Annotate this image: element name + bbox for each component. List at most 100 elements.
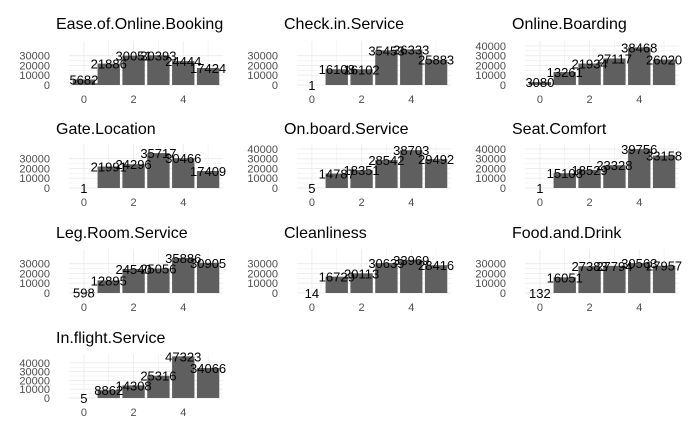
y-tick-label: 20000 (19, 163, 50, 175)
y-tick-label: 10000 (19, 278, 50, 290)
bar-value-label: 26020 (646, 53, 682, 68)
x-tick-label: 0 (309, 302, 315, 314)
bar-value-label: 3080 (525, 75, 554, 90)
bar-value-label: 28542 (368, 153, 404, 168)
x-tick-label: 4 (636, 197, 642, 209)
x-tick-label: 4 (408, 94, 414, 106)
bar (578, 266, 601, 293)
bar-value-label: 25883 (418, 53, 454, 68)
bar (196, 67, 220, 85)
bar (553, 173, 576, 188)
bar (400, 49, 423, 85)
y-tick-label: 30000 (475, 51, 506, 63)
x-tick-label: 4 (636, 94, 642, 106)
y-tick-label: 10000 (247, 70, 278, 82)
y-tick-label: 20000 (475, 163, 506, 175)
y-tick-label: 10000 (19, 70, 50, 82)
bar-value-label: 30051 (116, 49, 152, 64)
x-tick-label: 2 (131, 94, 137, 106)
bar-value-label: 38468 (621, 40, 657, 55)
bar (375, 263, 398, 293)
facet-title: Gate.Location (56, 121, 156, 138)
x-tick-label: 0 (537, 302, 543, 314)
bar-value-label: 1 (308, 78, 315, 93)
bar-value-label: 24296 (116, 157, 152, 172)
bar (172, 257, 195, 293)
bar-value-label: 38703 (393, 143, 429, 158)
facet-title: In.flight.Service (56, 330, 165, 347)
x-tick-label: 2 (587, 302, 593, 314)
bar-value-label: 1 (536, 181, 543, 196)
bar-value-label: 23328 (596, 158, 632, 173)
y-tick-label: 20000 (475, 60, 506, 72)
bar-value-label: 27957 (646, 259, 682, 274)
bar-value-label: 598 (73, 285, 95, 300)
facet-title: Cleanliness (284, 225, 367, 242)
bar (72, 292, 96, 293)
x-tick-label: 4 (180, 302, 186, 314)
bar (196, 170, 220, 188)
bar (147, 375, 170, 398)
bar (72, 79, 96, 85)
y-tick-label: 40000 (475, 41, 506, 53)
x-tick-label: 2 (359, 197, 365, 209)
bar-value-label: 18529 (572, 163, 608, 178)
y-tick-label: 0 (44, 183, 50, 195)
y-tick-label: 10000 (247, 173, 278, 185)
bar (652, 265, 676, 293)
bar (628, 47, 651, 85)
x-tick-label: 0 (309, 197, 315, 209)
bar-value-label: 27117 (597, 51, 632, 66)
bar (400, 150, 423, 188)
bar (528, 81, 552, 85)
bar (603, 165, 626, 188)
bar (97, 390, 120, 398)
bar-value-label: 13261 (547, 65, 583, 80)
bar-value-label: 14787 (319, 167, 355, 182)
bar (122, 269, 145, 293)
x-tick-label: 2 (587, 94, 593, 106)
facet-title: Food.and.Drink (512, 225, 622, 242)
bar (603, 58, 626, 85)
bar (424, 265, 448, 293)
bar-value-label: 14308 (116, 378, 152, 393)
bar (350, 69, 373, 85)
bar (147, 268, 170, 293)
x-tick-label: 4 (180, 94, 186, 106)
bar (350, 273, 373, 293)
y-tick-label: 30000 (247, 154, 278, 166)
facet-title: Seat.Comfort (512, 121, 607, 138)
x-tick-label: 4 (180, 407, 186, 419)
y-tick-label: 0 (44, 80, 50, 92)
bar (628, 263, 651, 293)
bar-value-label: 16102 (344, 62, 380, 77)
x-tick-label: 4 (408, 197, 414, 209)
bar (652, 155, 676, 188)
bar-value-label: 1 (80, 181, 87, 196)
x-tick-label: 0 (81, 94, 87, 106)
bar-value-label: 36333 (393, 42, 429, 57)
bar-value-label: 24540 (116, 262, 152, 277)
bar-value-label: 16108 (319, 62, 355, 77)
y-tick-label: 0 (272, 183, 278, 195)
y-tick-label: 0 (44, 288, 50, 300)
bar-value-label: 29492 (418, 152, 454, 167)
bar (97, 166, 120, 188)
x-tick-label: 0 (81, 302, 87, 314)
bar (424, 159, 448, 188)
y-tick-label: 0 (44, 393, 50, 405)
y-tick-label: 40000 (19, 358, 50, 370)
y-tick-label: 10000 (247, 278, 278, 290)
bar (578, 63, 601, 85)
y-tick-label: 0 (272, 80, 278, 92)
bar (147, 55, 170, 85)
bar-value-label: 25056 (140, 262, 176, 277)
bar-value-label: 30466 (165, 151, 201, 166)
